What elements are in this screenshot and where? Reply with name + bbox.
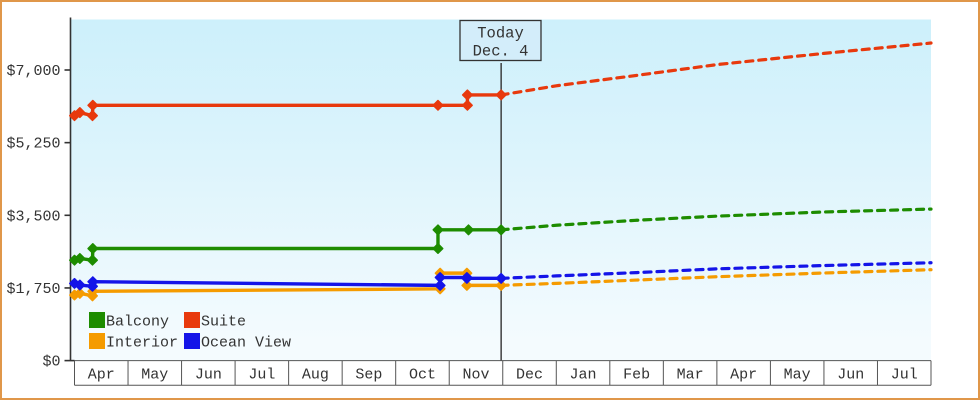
svg-text:Interior: Interior <box>106 335 178 352</box>
svg-text:Jul: Jul <box>891 367 918 384</box>
svg-text:Ocean View: Ocean View <box>201 335 291 352</box>
svg-text:Jul: Jul <box>248 367 275 384</box>
svg-text:Aug: Aug <box>302 367 329 384</box>
svg-text:Nov: Nov <box>462 367 489 384</box>
svg-text:Dec. 4: Dec. 4 <box>473 43 529 61</box>
svg-text:$3,500: $3,500 <box>6 208 60 225</box>
svg-text:Jan: Jan <box>570 367 597 384</box>
svg-text:Jun: Jun <box>195 367 222 384</box>
svg-text:May: May <box>784 367 811 384</box>
svg-text:Balcony: Balcony <box>106 314 169 331</box>
svg-text:Oct: Oct <box>409 367 436 384</box>
svg-text:Sep: Sep <box>355 367 382 384</box>
svg-text:Mar: Mar <box>677 367 704 384</box>
svg-text:Apr: Apr <box>730 367 757 384</box>
svg-text:$0: $0 <box>42 354 60 371</box>
svg-text:Jun: Jun <box>837 367 864 384</box>
svg-text:Apr: Apr <box>88 367 115 384</box>
svg-text:Feb: Feb <box>623 367 650 384</box>
svg-text:Today: Today <box>477 25 524 43</box>
svg-text:$5,250: $5,250 <box>6 136 60 153</box>
svg-text:Suite: Suite <box>201 314 246 331</box>
svg-text:$7,000: $7,000 <box>6 63 60 80</box>
svg-text:May: May <box>141 367 168 384</box>
svg-text:$1,750: $1,750 <box>6 281 60 298</box>
svg-text:Dec: Dec <box>516 367 543 384</box>
